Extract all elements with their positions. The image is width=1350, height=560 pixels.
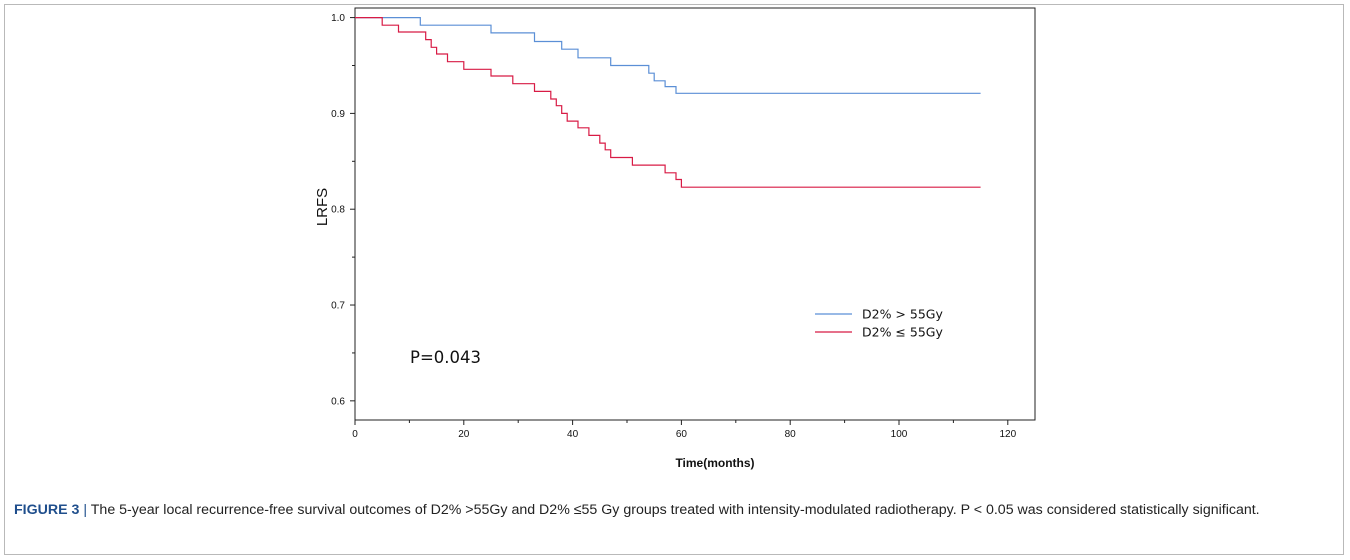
legend-label: D2% ≤ 55Gy (862, 325, 943, 340)
y-axis-title: LRFS (314, 188, 331, 226)
y-tick-label: 0.8 (331, 205, 345, 216)
x-tick-label: 120 (999, 429, 1016, 440)
series-line-2 (355, 17, 981, 188)
figure-label: FIGURE 3 (14, 502, 80, 518)
x-tick-label: 20 (458, 429, 470, 440)
y-tick-label: 0.9 (331, 109, 345, 120)
x-tick-label: 0 (352, 429, 358, 440)
legend: D2% > 55Gy D2% ≤ 55Gy (815, 307, 943, 340)
plot-area-border (354, 7, 1036, 421)
caption-separator: | (83, 502, 88, 518)
x-axis-title: Time(months) (675, 456, 754, 470)
p-value-annotation: P=0.043 (410, 348, 481, 367)
y-tick-label: 1.0 (331, 13, 345, 24)
km-chart: 0.6 0.7 0.8 0.9 1.0 0 20 40 60 80 100 120 D2% > 55… (314, 7, 1036, 470)
legend-label: D2% > 55Gy (862, 307, 943, 322)
figure-frame (4, 4, 1344, 555)
x-tick-label: 80 (785, 429, 797, 440)
x-tick-label: 100 (891, 429, 908, 440)
caption-text: The 5-year local recurrence-free surviva… (90, 502, 1260, 518)
y-tick-label: 0.6 (331, 396, 345, 407)
y-tick-label: 0.7 (331, 301, 345, 312)
y-axis-ticks: 0.6 0.7 0.8 0.9 1.0 (331, 13, 355, 407)
x-axis-ticks: 0 20 40 60 80 100 120 (352, 420, 1017, 440)
x-tick-label: 60 (676, 429, 688, 440)
figure-caption: FIGURE 3 | The 5-year local recurrence-f… (14, 500, 1336, 521)
series-line-1 (355, 17, 981, 94)
survival-curves (355, 17, 981, 188)
x-tick-label: 40 (567, 429, 579, 440)
